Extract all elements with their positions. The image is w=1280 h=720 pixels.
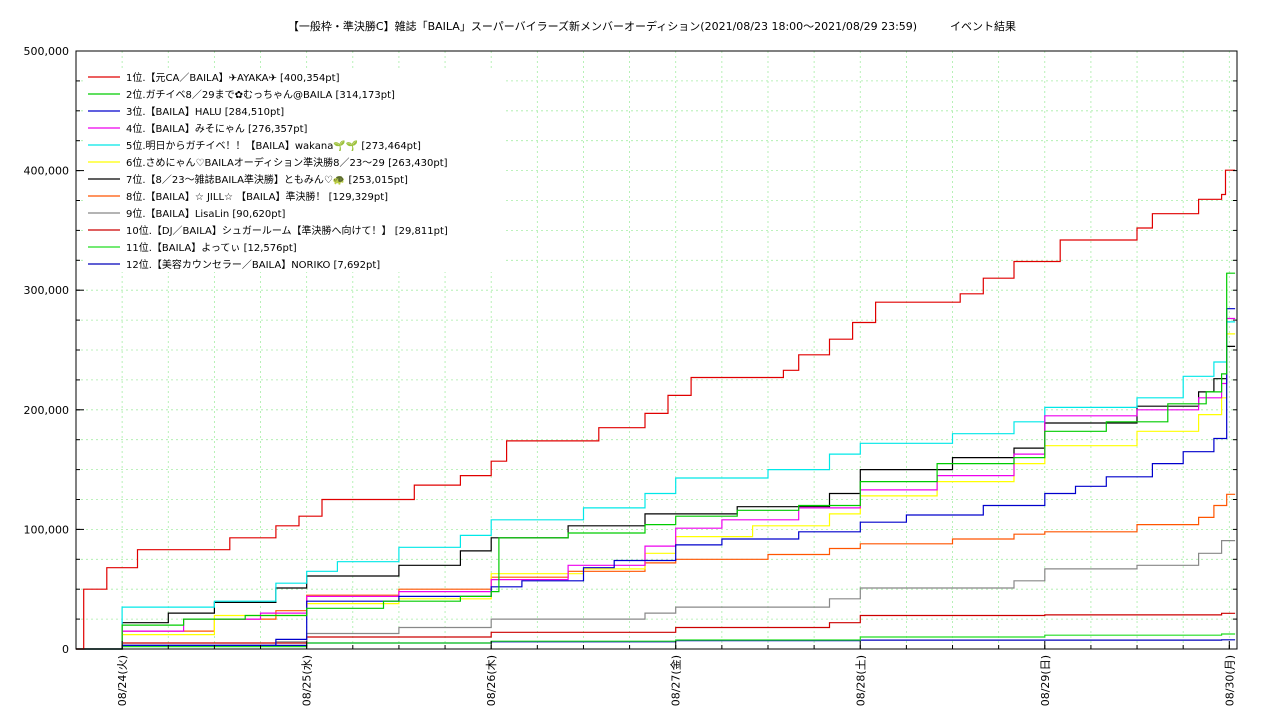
- y-tick-label: 300,000: [24, 284, 70, 297]
- series-line: [76, 333, 1236, 650]
- x-tick-label: 08/28(土): [854, 655, 867, 706]
- legend-item: 2位.ガチイベ8／29まで✿むっちゃん@BAILA [314,173pt]: [126, 88, 395, 101]
- legend-bg: [84, 102, 504, 119]
- legend-bg: [84, 204, 504, 221]
- series-line: [76, 169, 1236, 650]
- y-tick-label: 400,000: [24, 165, 70, 178]
- series-line: [76, 493, 1236, 650]
- legend-bg: [84, 170, 504, 187]
- legend-bg: [84, 85, 504, 102]
- legend-item: 10位.【DJ／BAILA】シュガールーム【準決勝へ向けて！】 [29,811p…: [126, 224, 448, 237]
- x-tick-label: 08/27(金): [669, 655, 683, 706]
- y-tick-label: 200,000: [24, 404, 70, 417]
- legend-bg: [84, 238, 504, 255]
- series-line: [76, 321, 1236, 650]
- x-tick-label: 08/24(火): [116, 655, 129, 706]
- x-tick-label: 08/30(月): [1223, 655, 1236, 706]
- legend-bg: [84, 255, 504, 272]
- legend-item: 5位.明日からガチイベ！！【BAILA】wakana🌱🌱 [273,464pt]: [126, 139, 421, 152]
- x-tick-label: 08/25(水): [301, 655, 314, 706]
- legend-item: 7位.【8／23〜雑誌BAILA準決勝】ともみん♡🐢 [253,015pt]: [126, 173, 408, 186]
- legend-item: 8位.【BAILA】☆ JILL☆ 【BAILA】準決勝！ [129,329pt…: [126, 190, 388, 203]
- x-tick-label: 08/26(木): [485, 655, 498, 706]
- series-line: [76, 317, 1236, 650]
- legend-item: 1位.【元CA／BAILA】✈AYAKA✈ [400,354pt]: [126, 71, 340, 84]
- legend-bg: [84, 221, 504, 238]
- series-line: [76, 345, 1236, 650]
- legend-bg: [84, 187, 504, 204]
- chart-title: 【一般枠・準決勝C】雑誌「BAILA」スーパーバイラーズ新メンバーオーディション…: [288, 19, 1016, 33]
- series-line: [76, 272, 1236, 650]
- y-tick-label: 0: [62, 643, 69, 656]
- legend: 1位.【元CA／BAILA】✈AYAKA✈ [400,354pt] 2位.ガチイベ…: [84, 68, 504, 272]
- series-lines: [76, 169, 1236, 650]
- y-tick-label: 100,000: [24, 523, 70, 536]
- legend-item: 9位.【BAILA】LisaLin [90,620pt]: [126, 207, 286, 220]
- legend-bg: [84, 119, 504, 136]
- legend-item: 6位.さめにゃん♡BAILAオーディション準決勝8／23〜29 [263,430…: [126, 156, 448, 169]
- grid: [76, 51, 1237, 649]
- x-tick-label: 08/29(日): [1039, 655, 1052, 706]
- series-line: [76, 308, 1236, 650]
- series-line: [76, 540, 1236, 650]
- legend-bg: [84, 136, 504, 153]
- axes: 0 100,000 200,000 300,000 400,000 500,000 08/2…: [24, 45, 1237, 706]
- y-tick-label: 500,000: [24, 45, 70, 58]
- legend-bg: [84, 153, 504, 170]
- legend-bg: [84, 68, 504, 85]
- legend-item: 12位.【美容カウンセラー／BAILA】NORIKO [7,692pt]: [126, 258, 380, 271]
- legend-item: 4位.【BAILA】みそにゃん [276,357pt]: [126, 122, 308, 135]
- legend-item: 11位.【BAILA】よってぃ [12,576pt]: [126, 241, 297, 254]
- legend-item: 3位.【BAILA】HALU [284,510pt]: [126, 105, 284, 118]
- series-line: [76, 633, 1236, 650]
